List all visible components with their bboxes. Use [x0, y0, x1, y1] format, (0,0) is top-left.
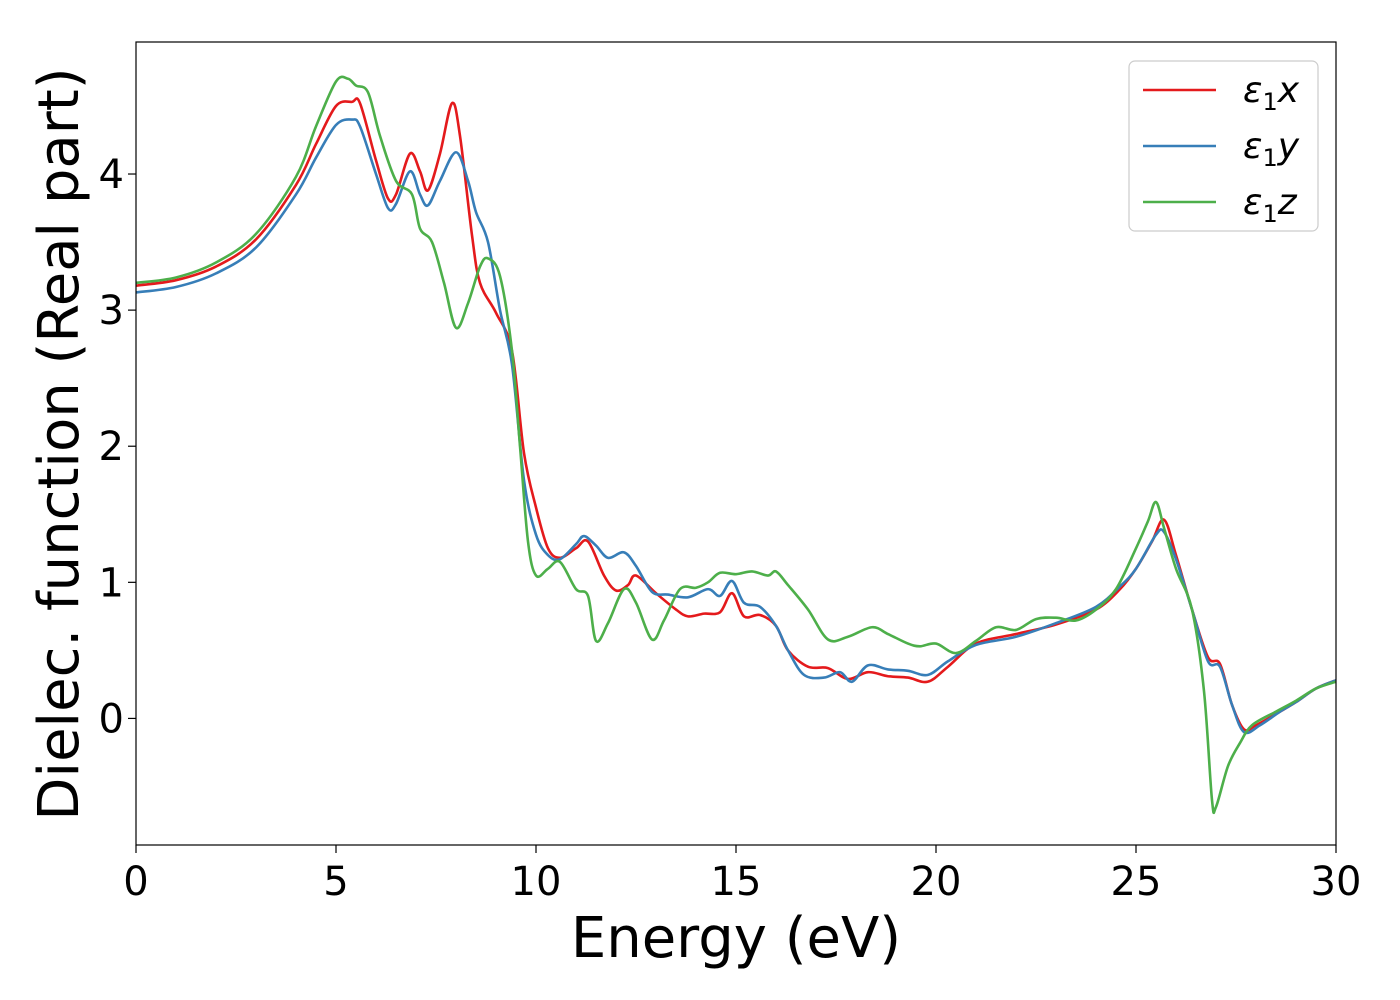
x-tick-label: 0: [123, 859, 148, 905]
x-tick-label: 30: [1311, 859, 1362, 905]
series-line-x: [135, 97, 1337, 732]
x-tick-label: 5: [323, 859, 348, 905]
legend-label-z: ε1z: [1243, 182, 1298, 228]
x-tick-label: 20: [911, 859, 962, 905]
y-tick-label: 0: [99, 696, 124, 742]
legend-box: [1128, 60, 1319, 232]
legend-label-y: ε1y: [1243, 126, 1300, 172]
y-axis: 0 1 2 3 4: [99, 152, 136, 742]
legend-label-x: ε1x: [1243, 70, 1300, 116]
x-tick-label: 15: [711, 859, 762, 905]
legend: ε1x ε1y ε1z: [1128, 60, 1319, 232]
y-tick-label: 2: [99, 424, 124, 470]
x-axis-title: Energy (eV): [571, 906, 901, 971]
plot-lines: [135, 75, 1337, 815]
series-line-z: [135, 75, 1337, 815]
x-axis: 0 5 10 15 20 25 30: [123, 845, 1361, 905]
x-tick-label: 25: [1111, 859, 1162, 905]
y-tick-label: 4: [99, 152, 124, 198]
y-tick-label: 3: [99, 288, 124, 334]
x-tick-label: 10: [511, 859, 562, 905]
y-axis-title: Dielec. function (Real part): [27, 67, 92, 820]
y-tick-label: 1: [99, 560, 124, 606]
